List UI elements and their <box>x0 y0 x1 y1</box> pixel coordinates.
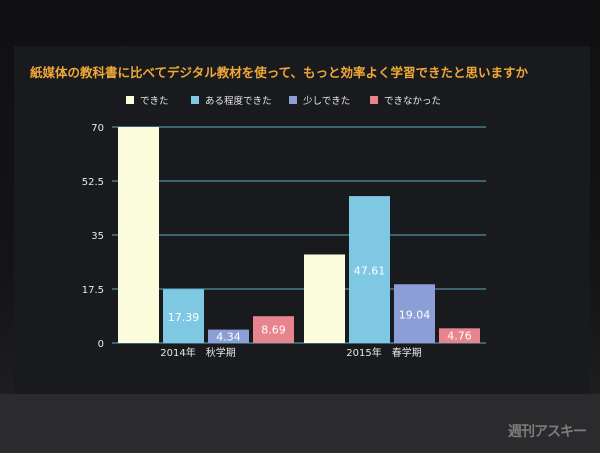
bar-value-label: 17.39 <box>168 311 200 324</box>
legend-swatch <box>191 96 199 104</box>
bar-labels: 17.39 4.34 8.69 47.61 19.04 4.76 <box>168 265 472 344</box>
legend-label: ある程度できた <box>205 95 272 107</box>
bar <box>118 127 159 343</box>
bar <box>163 289 204 343</box>
x-tick-label: 2015年 春学期 <box>346 346 421 359</box>
bar <box>304 254 345 343</box>
chart-title: 紙媒体の教科書に比べてデジタル教材を使って、もっと効率よく学習できたと思いますか <box>30 65 529 80</box>
legend-label: できた <box>140 96 169 107</box>
y-tick-label: 0 <box>98 339 104 350</box>
bar <box>253 316 294 343</box>
bar <box>439 328 480 343</box>
bottom-band <box>0 394 600 453</box>
bars <box>118 127 480 343</box>
x-axis: 2014年 秋学期 2015年 春学期 <box>160 346 421 359</box>
bar <box>394 284 435 343</box>
bar-value-label: 4.34 <box>216 330 241 343</box>
bar-value-label: 19.04 <box>399 309 431 322</box>
bar <box>208 329 249 343</box>
legend-swatch <box>126 96 134 104</box>
legend-swatch <box>289 96 297 104</box>
bar-value-label: 47.61 <box>354 265 386 278</box>
watermark: 週刊アスキー <box>508 424 587 440</box>
legend-swatch <box>370 96 378 104</box>
legend-label: できなかった <box>384 96 441 107</box>
y-axis: 0 17.5 35 52.5 70 <box>82 123 104 350</box>
bar <box>349 196 390 343</box>
slide-background <box>14 46 590 394</box>
legend-label: 少しできた <box>303 96 350 107</box>
bar-value-label: 8.69 <box>261 324 286 337</box>
y-tick-label: 35 <box>91 231 104 242</box>
bar-value-label: 4.76 <box>447 330 472 343</box>
y-tick-label: 17.5 <box>82 285 104 296</box>
legend: できた ある程度できた 少しできた できなかった <box>126 95 441 107</box>
x-tick-label: 2014年 秋学期 <box>160 346 235 359</box>
y-tick-label: 52.5 <box>82 177 104 188</box>
y-tick-label: 70 <box>91 123 104 134</box>
